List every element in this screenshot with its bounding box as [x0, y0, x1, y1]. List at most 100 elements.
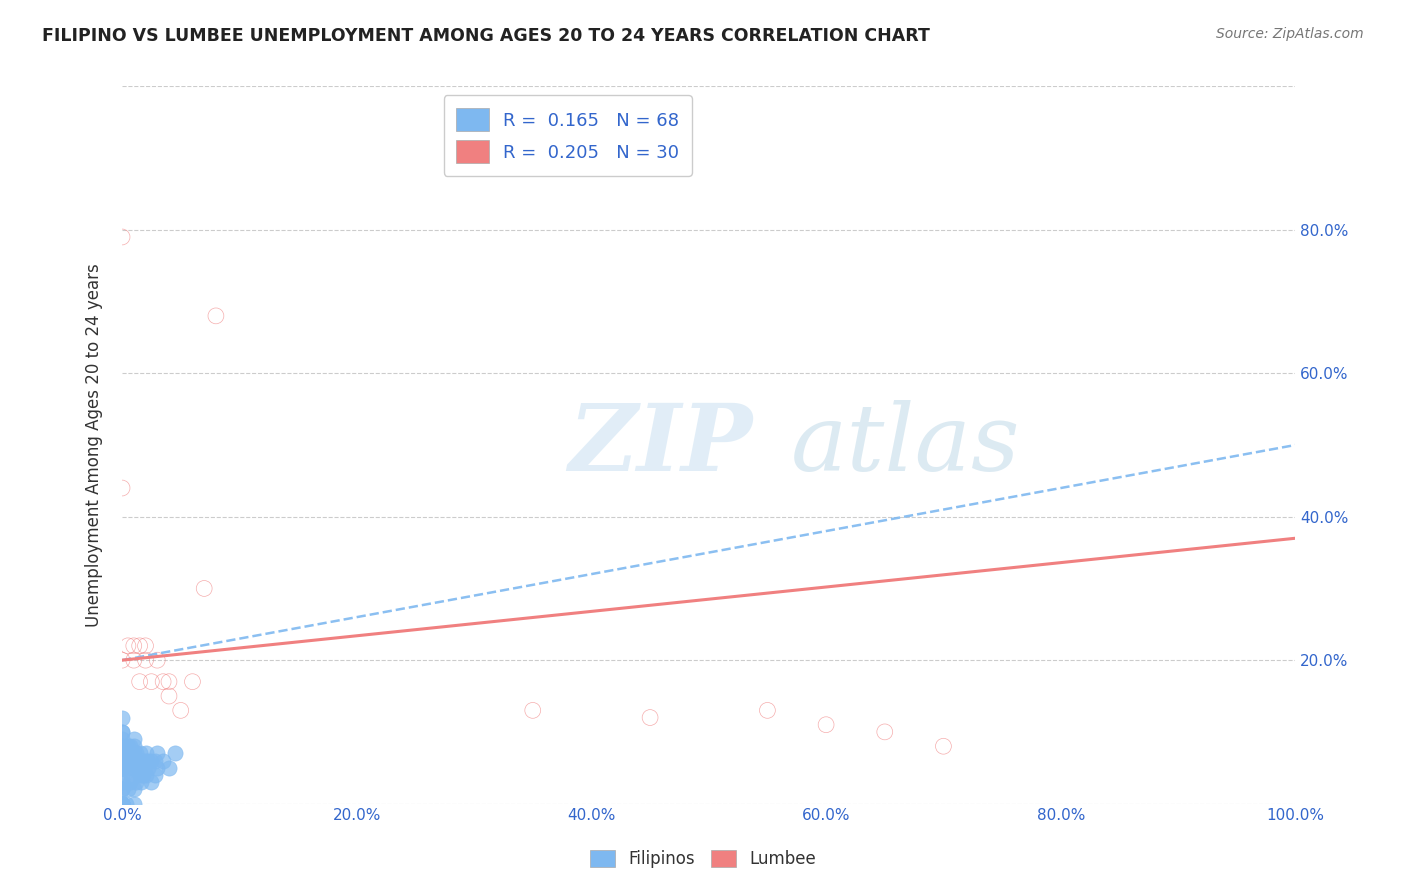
Text: FILIPINO VS LUMBEE UNEMPLOYMENT AMONG AGES 20 TO 24 YEARS CORRELATION CHART: FILIPINO VS LUMBEE UNEMPLOYMENT AMONG AG…: [42, 27, 929, 45]
Point: [125, 775, 148, 789]
Point: [932, 739, 955, 754]
Point: [141, 674, 163, 689]
Point: [141, 775, 163, 789]
Point: [111, 725, 134, 739]
Point: [128, 639, 150, 653]
Point: [122, 739, 145, 754]
Point: [111, 754, 134, 768]
Text: Source: ZipAtlas.com: Source: ZipAtlas.com: [1216, 27, 1364, 41]
Point: [157, 689, 180, 703]
Point: [120, 747, 142, 761]
Point: [157, 761, 180, 775]
Point: [128, 674, 150, 689]
Point: [111, 797, 134, 811]
Text: ZIP: ZIP: [568, 400, 752, 490]
Point: [117, 739, 139, 754]
Point: [111, 747, 134, 761]
Point: [756, 703, 779, 717]
Point: [134, 747, 156, 761]
Point: [111, 710, 134, 724]
Point: [170, 703, 193, 717]
Point: [117, 782, 139, 797]
Point: [111, 754, 134, 768]
Point: [146, 747, 169, 761]
Point: [127, 761, 149, 775]
Point: [117, 754, 139, 768]
Point: [111, 761, 134, 775]
Point: [132, 768, 155, 782]
Point: [134, 639, 156, 653]
Point: [152, 674, 174, 689]
Point: [111, 797, 134, 811]
Point: [128, 768, 150, 782]
Point: [136, 761, 159, 775]
Point: [122, 747, 145, 761]
Point: [134, 754, 156, 768]
Point: [134, 768, 156, 782]
Point: [125, 747, 148, 761]
Point: [129, 775, 152, 789]
Point: [111, 797, 134, 811]
Legend: Filipinos, Lumbee: Filipinos, Lumbee: [583, 843, 823, 875]
Point: [193, 582, 215, 596]
Point: [122, 639, 145, 653]
Point: [111, 739, 134, 754]
Point: [120, 775, 142, 789]
Point: [127, 754, 149, 768]
Point: [128, 747, 150, 761]
Y-axis label: Unemployment Among Ages 20 to 24 years: Unemployment Among Ages 20 to 24 years: [86, 263, 103, 627]
Legend: R =  0.165   N = 68, R =  0.205   N = 30: R = 0.165 N = 68, R = 0.205 N = 30: [444, 95, 692, 176]
Point: [111, 797, 134, 811]
Point: [111, 797, 134, 811]
Point: [815, 717, 838, 731]
Point: [111, 768, 134, 782]
Text: atlas: atlas: [792, 400, 1021, 490]
Point: [128, 754, 150, 768]
Point: [120, 761, 142, 775]
Point: [638, 710, 661, 724]
Point: [111, 739, 134, 754]
Point: [111, 797, 134, 811]
Point: [122, 761, 145, 775]
Point: [125, 754, 148, 768]
Point: [143, 754, 166, 768]
Point: [205, 309, 228, 323]
Point: [111, 732, 134, 747]
Point: [111, 761, 134, 775]
Point: [152, 754, 174, 768]
Point: [114, 797, 136, 811]
Point: [122, 732, 145, 747]
Point: [111, 230, 134, 244]
Point: [181, 674, 204, 689]
Point: [122, 782, 145, 797]
Point: [122, 797, 145, 811]
Point: [522, 703, 544, 717]
Point: [143, 768, 166, 782]
Point: [111, 725, 134, 739]
Point: [163, 747, 186, 761]
Point: [141, 754, 163, 768]
Point: [111, 797, 134, 811]
Point: [111, 782, 134, 797]
Point: [134, 653, 156, 667]
Point: [120, 768, 142, 782]
Point: [120, 739, 142, 754]
Point: [157, 674, 180, 689]
Point: [129, 761, 152, 775]
Point: [117, 639, 139, 653]
Point: [111, 797, 134, 811]
Point: [111, 481, 134, 495]
Point: [111, 761, 134, 775]
Point: [122, 653, 145, 667]
Point: [111, 775, 134, 789]
Point: [117, 747, 139, 761]
Point: [873, 725, 896, 739]
Point: [114, 747, 136, 761]
Point: [111, 653, 134, 667]
Point: [146, 761, 169, 775]
Point: [132, 754, 155, 768]
Point: [136, 754, 159, 768]
Point: [111, 782, 134, 797]
Point: [111, 797, 134, 811]
Point: [146, 653, 169, 667]
